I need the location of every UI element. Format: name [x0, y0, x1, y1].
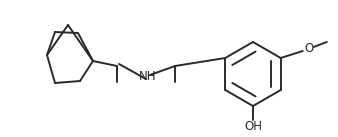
Text: O: O	[304, 42, 313, 55]
Text: OH: OH	[244, 121, 262, 133]
Text: NH: NH	[139, 71, 157, 83]
